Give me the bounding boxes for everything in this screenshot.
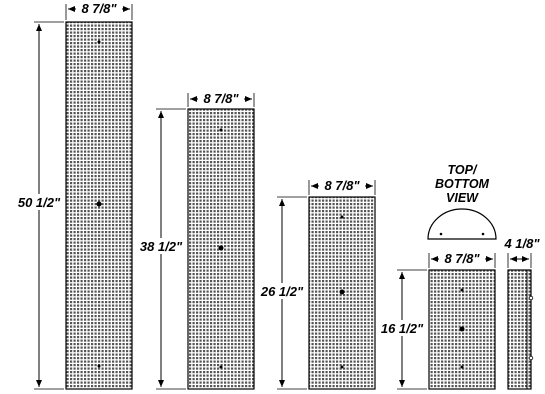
fixture-tall: 8 7/8" 50 1/2" <box>14 1 133 390</box>
center-point <box>459 326 465 332</box>
side-view: 4 1/8" <box>501 236 543 390</box>
width-label: 8 7/8" <box>444 251 480 266</box>
top-bottom-view: TOP/ BOTTOM VIEW <box>427 163 497 240</box>
mount-point <box>97 40 101 44</box>
mount-point <box>97 364 101 368</box>
mount-point <box>460 365 464 369</box>
fixture-small: 8 7/8" 16 1/2" <box>377 251 496 390</box>
mount-point <box>340 215 344 219</box>
width-label: 8 7/8" <box>81 1 117 16</box>
view-title-line-1: TOP/ <box>448 163 478 177</box>
view-title-line-2: BOTTOM <box>435 177 490 191</box>
mount-point <box>481 232 485 236</box>
center-point <box>96 201 102 207</box>
fixture-short: 8 7/8" 26 1/2" <box>257 178 376 390</box>
center-point <box>218 245 224 251</box>
mount-point <box>439 232 443 236</box>
height-label: 50 1/2" <box>18 195 61 210</box>
height-label: 38 1/2" <box>140 239 183 254</box>
fixture-medium: 8 7/8" 38 1/2" <box>136 91 255 390</box>
mount-point <box>340 365 344 369</box>
side-view-body <box>507 269 532 390</box>
mount-point <box>528 355 534 361</box>
mount-point <box>460 288 464 292</box>
height-label: 26 1/2" <box>260 284 304 299</box>
center-point <box>339 289 345 295</box>
height-label: 16 1/2" <box>381 321 424 336</box>
view-title-line-3: VIEW <box>446 191 479 205</box>
mount-point <box>219 128 223 132</box>
width-label: 8 7/8" <box>324 178 360 193</box>
mount-point <box>219 365 223 369</box>
half-round-profile <box>427 208 497 240</box>
mount-point <box>528 295 534 301</box>
width-label: 8 7/8" <box>203 91 239 106</box>
depth-label: 4 1/8" <box>503 236 540 251</box>
